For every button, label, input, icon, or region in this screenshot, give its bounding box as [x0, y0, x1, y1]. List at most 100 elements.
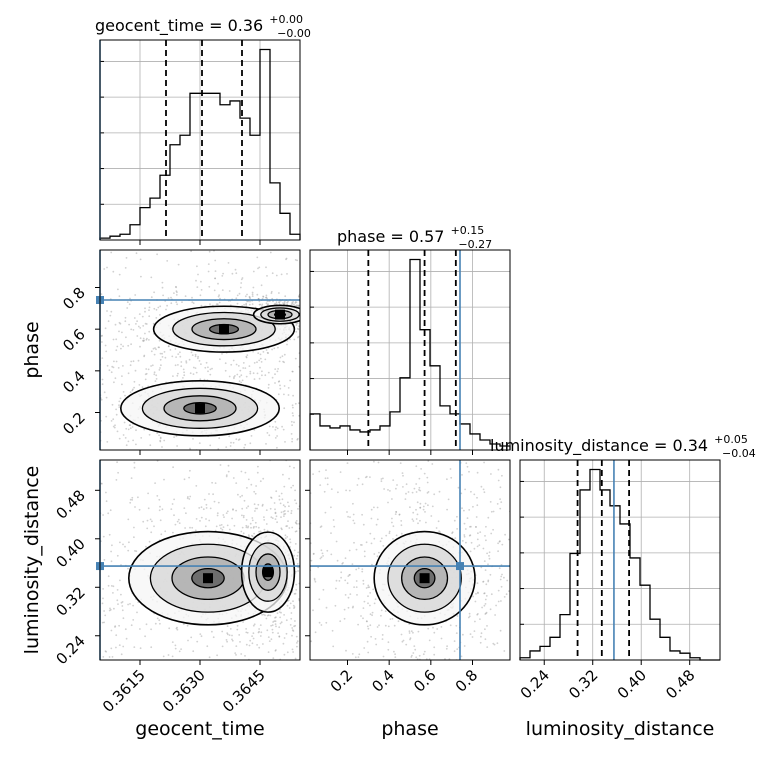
sample-point [401, 472, 404, 474]
sample-point [234, 652, 237, 654]
sample-point [473, 493, 476, 496]
sample-point [259, 303, 262, 306]
sample-point [241, 277, 244, 279]
sample-point [171, 641, 174, 643]
sample-point [357, 567, 360, 570]
sample-point [227, 262, 230, 264]
sample-point [319, 557, 322, 560]
sample-point [265, 294, 268, 297]
sample-point [287, 599, 290, 602]
sample-point [175, 294, 178, 296]
sample-point [270, 497, 273, 499]
sample-point [192, 438, 194, 440]
sample-point [109, 314, 112, 317]
sample-point [105, 650, 107, 653]
sample-point [231, 634, 233, 637]
sample-point [477, 532, 479, 535]
sample-point [280, 511, 283, 514]
sample-point [376, 506, 379, 509]
sample-point [177, 263, 180, 266]
sample-point [430, 515, 433, 517]
sample-point [122, 434, 125, 436]
sample-point [490, 593, 493, 596]
sample-point [389, 490, 391, 492]
sample-point [122, 391, 125, 393]
sample-point [373, 537, 376, 540]
sample-point [279, 502, 282, 505]
sample-point [122, 617, 125, 620]
sample-point [469, 534, 472, 536]
sample-point [112, 592, 114, 594]
sample-point [220, 527, 222, 530]
sample-point [474, 620, 476, 623]
sample-point [348, 574, 351, 576]
sample-point [369, 532, 372, 535]
sample-point [480, 485, 483, 488]
sample-point [239, 369, 242, 372]
sample-point [175, 286, 178, 289]
sample-point [249, 522, 252, 525]
sample-point [376, 518, 379, 521]
sample-point [415, 508, 417, 511]
sample-point [108, 609, 111, 612]
sample-point [222, 272, 225, 275]
sample-point [476, 538, 479, 541]
sample-point [293, 593, 296, 595]
sample-point [221, 353, 223, 355]
sample-point [275, 515, 278, 518]
sample-point [250, 526, 252, 529]
sample-point [110, 371, 113, 374]
sample-point [254, 521, 257, 524]
sample-point [294, 259, 297, 261]
sample-point [414, 648, 417, 651]
sample-point [286, 343, 288, 346]
sample-point [166, 260, 169, 262]
sample-point [173, 498, 176, 501]
sample-point [175, 356, 178, 358]
sample-point [151, 520, 153, 523]
sample-point [127, 549, 130, 552]
sample-point [265, 349, 268, 351]
sample-point [221, 528, 224, 531]
sample-point [293, 549, 296, 552]
sample-point [417, 522, 419, 525]
sample-point [177, 372, 179, 375]
sample-point [262, 351, 265, 353]
sample-point [173, 514, 175, 517]
sample-point [288, 607, 291, 609]
sample-point [253, 532, 256, 535]
sample-point [122, 365, 124, 367]
sample-point [114, 377, 117, 380]
sample-point [417, 630, 420, 633]
sample-point [295, 583, 298, 586]
sample-point [259, 357, 262, 360]
title-luminosity-distance-minus: −0.04 [722, 447, 756, 460]
sample-point [171, 503, 174, 505]
sample-point [116, 345, 119, 348]
sample-point [288, 527, 291, 529]
sample-point [473, 630, 476, 632]
sample-point [485, 539, 487, 542]
sample-point [424, 511, 426, 513]
sample-point [488, 555, 490, 557]
sample-point [500, 575, 503, 578]
sample-point [261, 374, 263, 377]
sample-point [401, 640, 404, 643]
sample-point [245, 526, 248, 529]
sample-point [218, 301, 221, 304]
sample-point [107, 320, 110, 323]
sample-point [249, 300, 251, 303]
sample-point [419, 506, 422, 509]
sample-point [485, 595, 488, 597]
sample-point [455, 632, 458, 634]
sample-point [326, 477, 329, 479]
sample-point [500, 600, 502, 602]
sample-point [290, 510, 293, 512]
sample-point [248, 644, 251, 647]
sample-point [209, 303, 211, 305]
sample-point [148, 540, 151, 543]
sample-point [344, 557, 347, 560]
sample-point [398, 513, 401, 516]
sample-point [468, 534, 471, 537]
sample-point [269, 251, 272, 254]
